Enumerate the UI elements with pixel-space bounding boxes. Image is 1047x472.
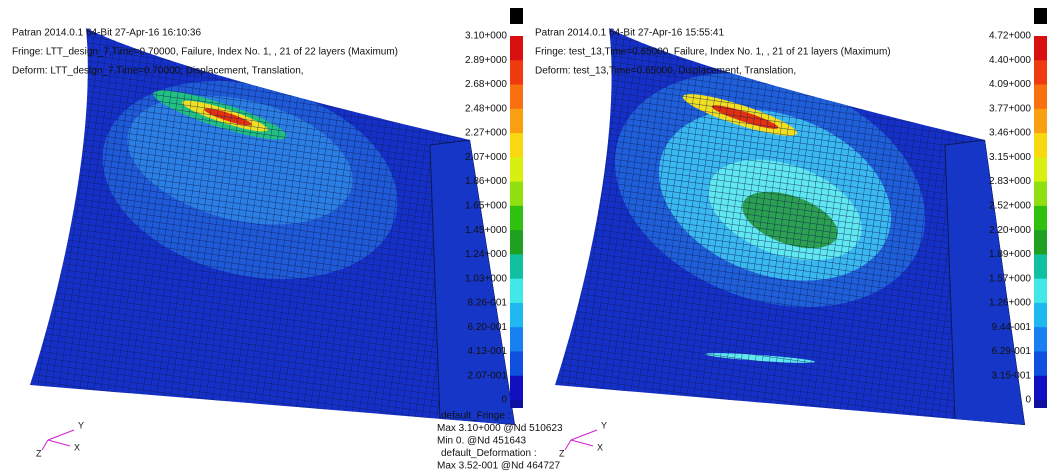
legend-swatch [1034,36,1047,61]
header-line: Patran 2014.0.1 64-Bit 27-Apr-16 15:55:4… [535,28,724,39]
legend-swatch [1034,108,1047,134]
triad-label: X [597,442,603,452]
legend-swatch [1034,327,1047,352]
legend-label: 2.52+000 [989,201,1031,212]
legend-swatch [510,133,523,158]
triad-axis [41,439,49,451]
header-line: Fringe: test_13,Time=0.65000, Failure, I… [535,47,891,58]
triad-axis [47,439,71,447]
legend-swatch [1034,351,1047,377]
legend-swatch [1034,60,1047,86]
triad-axis [564,439,572,451]
legend-label: 3.15+000 [989,152,1031,163]
legend-label: 2.07+000 [465,152,507,163]
triad-label: X [74,442,80,452]
legend-label: 2.89+000 [465,55,507,66]
legend-label: 0 [1025,395,1031,406]
legend-bottom [510,400,523,408]
result-summary: Max 3.52-001 @Nd 464727 [437,461,560,472]
header-line: Deform: LTT_design_7,Time=0.70000, Displ… [12,66,304,77]
legend-label: 2.20+000 [989,225,1031,236]
legend-swatch [510,254,523,280]
triad-axis [570,439,594,447]
legend-swatch [1034,302,1047,328]
legend-label: 4.72+000 [989,31,1031,42]
legend-label: 3.46+000 [989,128,1031,139]
legend-swatch [1034,205,1047,231]
legend-swatch [510,278,523,304]
legend-swatch [1034,254,1047,280]
legend-swatch [510,375,523,401]
legend-swatch [510,108,523,134]
legend-label: 6.20-001 [468,322,508,333]
triad-label: Y [78,420,84,430]
legend-label: 1.86+000 [465,176,507,187]
legend-label: 2.27+000 [465,128,507,139]
legend-label: 1.89+000 [989,249,1031,260]
header-line: Patran 2014.0.1 64-Bit 27-Apr-16 16:10:3… [12,28,201,39]
legend-bottom [1034,400,1047,408]
legend-top [1034,8,1047,24]
legend-swatch [1034,181,1047,207]
legend-swatch [510,84,523,110]
legend-label: 3.15-001 [992,370,1032,381]
legend-label: 0 [501,395,507,406]
legend-label: 1.24+000 [465,249,507,260]
legend-label: 8.26-001 [468,298,508,309]
legend-swatch [510,302,523,328]
result-summary: Max 3.10+000 @Nd 510623 [437,423,563,434]
triad-label: Y [601,420,607,430]
legend-swatch [510,205,523,231]
legend-swatch [510,351,523,377]
header-line: Fringe: LTT_design_7,Time=0.70000, Failu… [12,47,398,58]
triad-axis [570,429,598,441]
legend-swatch [510,36,523,61]
legend-swatch [1034,375,1047,401]
legend-top [510,8,523,24]
legend-label: 2.07-001 [468,370,508,381]
legend-label: 1.65+000 [465,201,507,212]
legend-label: 3.10+000 [465,31,507,42]
legend-label: 1.03+000 [465,273,507,284]
legend-label: 4.13-001 [468,346,508,357]
legend-swatch [1034,157,1047,183]
legend-swatch [510,181,523,207]
triad-axis [47,429,75,441]
triad-label: Z [559,448,565,458]
legend-label: 9.44-001 [992,322,1032,333]
legend-label: 4.40+000 [989,55,1031,66]
legend-label: 6.29-001 [992,346,1032,357]
legend-label: 2.48+000 [465,103,507,114]
legend-label: 3.77+000 [989,103,1031,114]
legend-label: 1.45+000 [465,225,507,236]
legend-swatch [510,60,523,86]
triad-label: Z [36,448,42,458]
result-summary: default_Fringe : [441,411,511,422]
legend-swatch [510,157,523,183]
legend-swatch [510,327,523,352]
legend-label: 1.57+000 [989,273,1031,284]
header-line: Deform: test_13,Time=0.65000, Displaceme… [535,66,796,77]
legend-swatch [1034,230,1047,255]
legend-label: 2.83+000 [989,176,1031,187]
legend-swatch [1034,84,1047,110]
legend-swatch [1034,278,1047,304]
result-summary: default_Deformation : [441,448,537,459]
legend-swatch [1034,133,1047,158]
legend-label: 4.09+000 [989,79,1031,90]
legend-swatch [510,230,523,255]
legend-label: 1.26+000 [989,298,1031,309]
legend-label: 2.68+000 [465,79,507,90]
result-summary: Min 0. @Nd 451643 [437,436,527,447]
